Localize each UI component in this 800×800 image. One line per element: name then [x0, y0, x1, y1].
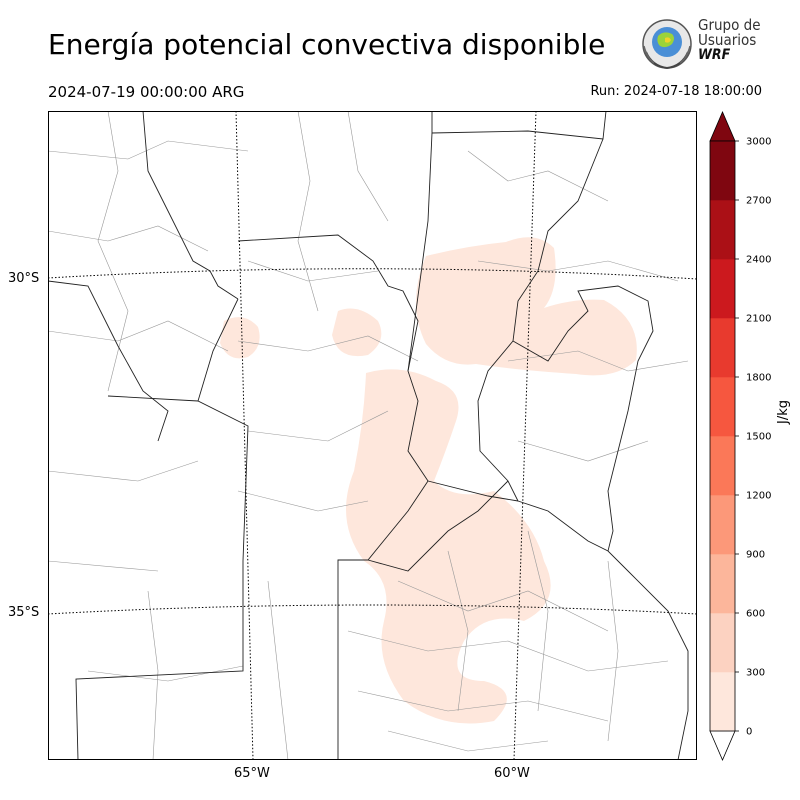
valid-time: 2024-07-19 00:00:00 ARG: [48, 83, 245, 101]
lon-label-65w: 65°W: [234, 766, 270, 781]
colorbar-tick-label: 0: [746, 727, 752, 738]
run-time: Run: 2024-07-18 18:00:00: [590, 84, 762, 99]
logo-line-1: Grupo de: [698, 16, 761, 34]
colorbar-tick-label: 600: [746, 609, 765, 620]
colorbar-tick-label: 2400: [746, 255, 771, 266]
lon-label-60w: 60°W: [494, 766, 530, 781]
globe-logo-icon: [642, 19, 692, 70]
colorbar-bin: [710, 672, 735, 732]
colorbar-bin: [710, 200, 735, 260]
colorbar-bin: [710, 436, 735, 496]
lat-label-35s: 35°S: [8, 605, 40, 620]
colorbar-bin: [710, 495, 735, 555]
map-panel: [48, 111, 697, 760]
cape-shading: [220, 237, 637, 724]
colorbar-bin: [710, 141, 735, 201]
colorbar-tick-label: 900: [746, 550, 765, 561]
department-boundaries: [48, 111, 689, 760]
graticule: [48, 111, 697, 760]
lat-label-30s: 30°S: [8, 271, 40, 286]
colorbar: 0 300 600 900 1200 1500 1800 2100 2400 2700 3000: [709, 110, 771, 762]
colorbar-tick-label: 1500: [746, 432, 771, 443]
logo: Grupo de Usuarios WRF: [638, 16, 768, 74]
colorbar-bin: [710, 377, 735, 437]
logo-line-2: Usuarios: [698, 31, 757, 49]
page-title: Energía potencial convectiva disponible: [48, 28, 606, 61]
colorbar-tick-label: 3000: [746, 137, 771, 148]
province-boundaries: [48, 111, 689, 760]
colorbar-tick-label: 300: [746, 668, 765, 679]
colorbar-tick-label: 2700: [746, 196, 771, 207]
colorbar-extend-max: [709, 110, 736, 142]
colorbar-tick-label: 2100: [746, 314, 771, 325]
colorbar-bin: [710, 554, 735, 614]
colorbar-tick-label: 1200: [746, 491, 771, 502]
colorbar-tick-label: 1800: [746, 373, 771, 384]
logo-line-3: WRF: [698, 47, 731, 63]
colorbar-bin: [710, 318, 735, 378]
colorbar-extend-min: [709, 730, 736, 762]
colorbar-unit-label: J/kg: [776, 400, 791, 424]
colorbar-bin: [710, 259, 735, 319]
colorbar-bin: [710, 613, 735, 673]
